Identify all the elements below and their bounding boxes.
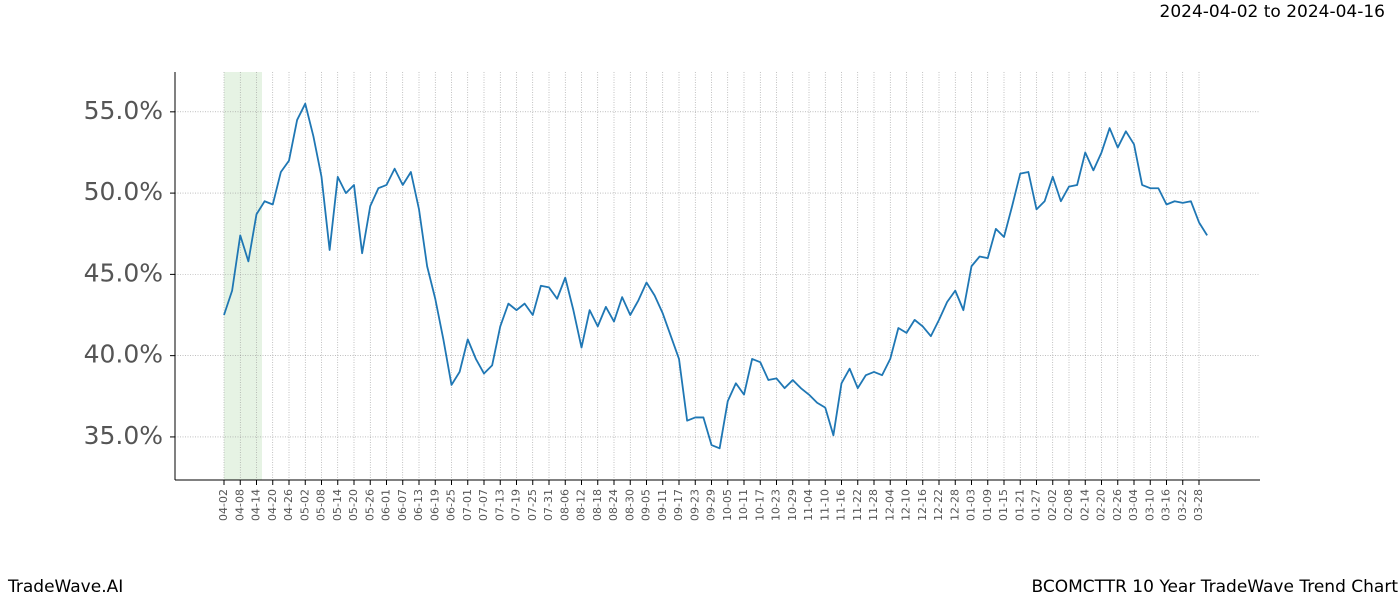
y-tick-label: 55.0% [84, 96, 163, 125]
x-tick-label: 01-03 [965, 489, 978, 521]
x-tick-label: 08-24 [607, 489, 620, 521]
x-tick-label: 02-26 [1111, 489, 1124, 521]
y-tick-label: 50.0% [84, 177, 163, 206]
chart-title: 2024-04-02 to 2024-04-16 [1160, 2, 1385, 22]
x-tick-label: 04-26 [282, 489, 295, 521]
x-tick-label: 07-07 [477, 489, 490, 521]
x-tick-label: 03-16 [1160, 489, 1173, 521]
x-tick-label: 10-23 [770, 489, 783, 521]
y-tick-label: 45.0% [84, 258, 163, 287]
y-tick-label: 40.0% [84, 340, 163, 369]
x-tick-label: 12-16 [916, 489, 929, 521]
x-tick-label: 08-12 [575, 489, 588, 521]
x-tick-label: 10-17 [753, 489, 766, 521]
x-tick-label: 01-09 [981, 489, 994, 521]
x-tick-label: 02-02 [1046, 489, 1059, 521]
x-tick-label: 08-30 [623, 489, 636, 521]
x-tick-label: 07-13 [493, 489, 506, 521]
x-tick-label: 10-05 [721, 489, 734, 521]
x-tick-label: 12-22 [932, 489, 945, 521]
x-tick-label: 09-05 [640, 489, 653, 521]
x-tick-label: 07-31 [542, 489, 555, 521]
footer-left: TradeWave.AI [7, 577, 123, 597]
x-tick-label: 03-28 [1192, 489, 1205, 521]
x-tick-label: 11-04 [802, 489, 815, 521]
x-tick-label: 08-06 [558, 489, 571, 521]
x-tick-label: 01-21 [1013, 489, 1026, 521]
x-tick-label: 03-04 [1127, 489, 1140, 521]
x-tick-label: 11-16 [835, 489, 848, 521]
x-tick-label: 06-25 [445, 489, 458, 521]
x-tick-label: 04-14 [250, 489, 263, 521]
x-tick-label: 09-17 [672, 489, 685, 521]
x-tick-label: 06-13 [412, 489, 425, 521]
x-tick-label: 11-28 [867, 489, 880, 521]
x-tick-label: 05-08 [315, 489, 328, 521]
x-tick-label: 03-22 [1176, 489, 1189, 521]
x-tick-label: 12-10 [900, 489, 913, 521]
x-tick-label: 05-02 [298, 489, 311, 521]
x-tick-label: 12-04 [883, 489, 896, 521]
x-tick-label: 05-26 [363, 489, 376, 521]
x-tick-label: 08-18 [591, 489, 604, 521]
x-tick-label: 04-20 [266, 489, 279, 521]
x-tick-label: 09-29 [705, 489, 718, 521]
x-tick-label: 06-07 [396, 489, 409, 521]
highlight-span [224, 72, 262, 480]
x-tick-label: 11-10 [818, 489, 831, 521]
x-tick-label: 02-14 [1078, 489, 1091, 521]
x-tick-label: 06-19 [428, 489, 441, 521]
x-tick-label: 09-23 [688, 489, 701, 521]
x-tick-label: 09-11 [656, 489, 669, 521]
x-tick-label: 10-11 [737, 489, 750, 521]
x-tick-label: 02-08 [1062, 489, 1075, 521]
x-tick-label: 01-15 [997, 489, 1010, 521]
x-tick-label: 03-10 [1143, 489, 1156, 521]
x-tick-label: 10-29 [786, 489, 799, 521]
x-tick-label: 05-14 [331, 489, 344, 521]
data-line [223, 102, 1208, 450]
x-tick-label: 07-19 [510, 489, 523, 521]
x-tick-label: 12-28 [948, 489, 961, 521]
x-tick-label: 02-20 [1095, 489, 1108, 521]
x-tick-label: 07-25 [526, 489, 539, 521]
footer-right: BCOMCTTR 10 Year TradeWave Trend Chart [1031, 577, 1398, 597]
x-tick-label: 06-01 [380, 489, 393, 521]
x-tick-label: 11-22 [851, 489, 864, 521]
x-tick-label: 04-02 [217, 489, 230, 521]
y-tick-label: 35.0% [84, 421, 163, 450]
x-tick-label: 01-27 [1030, 489, 1043, 521]
x-tick-label: 05-20 [347, 489, 360, 521]
x-tick-label: 07-01 [461, 489, 474, 521]
x-tick-label: 04-08 [233, 489, 246, 521]
